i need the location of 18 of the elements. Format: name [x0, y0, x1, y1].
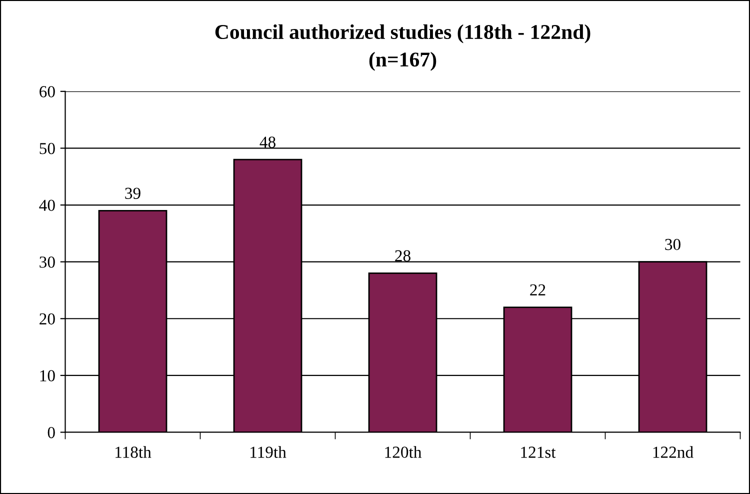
x-tick-label: 121st	[521, 446, 556, 458]
y-tick-label: 50	[40, 142, 55, 154]
data-label: 39	[125, 188, 140, 199]
data-label: 22	[530, 284, 546, 296]
y-tick-label: 0	[48, 426, 55, 438]
chart-title: Council authorized studies (118th - 122nd) (n=167)	[215, 24, 590, 71]
y-tick-label: 10	[40, 370, 55, 382]
data-label: 28	[395, 250, 410, 262]
y-tick-label: 60	[40, 86, 55, 98]
x-tick-label: 122nd	[653, 446, 694, 458]
y-tick-label: 30	[40, 256, 55, 268]
x-tick-label: 118th	[116, 446, 152, 458]
data-label: 48	[260, 136, 276, 148]
y-tick-label: 40	[39, 200, 55, 211]
y-tick-label: 20	[40, 313, 55, 325]
data-label: 30	[665, 238, 680, 250]
x-tick-label: 120th	[385, 446, 422, 458]
x-tick-label: 119th	[250, 446, 286, 458]
